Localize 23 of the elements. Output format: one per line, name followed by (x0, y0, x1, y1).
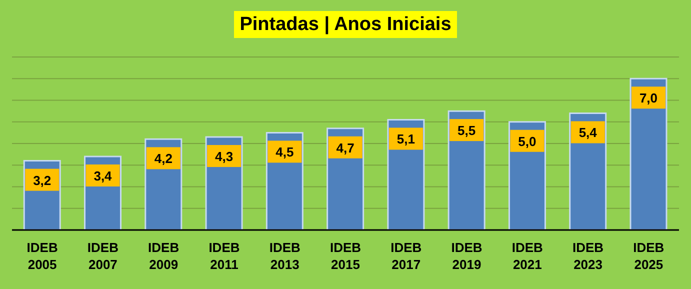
data-label: 3,2 (33, 172, 52, 188)
x-tick-label: IDEB 2025 (633, 240, 664, 272)
data-label: 5,0 (518, 134, 536, 149)
x-tick-label: IDEB 2007 (87, 240, 118, 272)
x-tick-label: IDEB 2005 (26, 240, 58, 272)
x-tick-label: IDEB 2019 (451, 240, 482, 272)
x-tick-label: IDEB 2015 (330, 240, 362, 272)
data-label: 7,0 (639, 90, 658, 106)
x-tick-label: IDEB 2021 (512, 240, 543, 272)
data-label: 5,4 (578, 125, 598, 140)
data-label: 4,3 (214, 149, 234, 164)
data-label: 5,5 (458, 123, 476, 138)
x-tick-label: IDEB 2017 (390, 240, 422, 272)
x-tick-label: IDEB 2013 (269, 240, 300, 272)
data-label: 4,5 (276, 144, 294, 160)
data-label: 3,4 (94, 168, 113, 184)
data-label: 4,2 (154, 151, 172, 166)
x-tick-label: IDEB 2023 (572, 240, 604, 272)
x-tick-label: IDEB 2011 (208, 240, 240, 272)
data-label: 4,7 (336, 140, 354, 156)
chart-title: Pintadas | Anos Iniciais (234, 11, 458, 38)
x-tick-label: IDEB 2009 (148, 240, 180, 272)
data-label: 5,1 (396, 132, 415, 147)
